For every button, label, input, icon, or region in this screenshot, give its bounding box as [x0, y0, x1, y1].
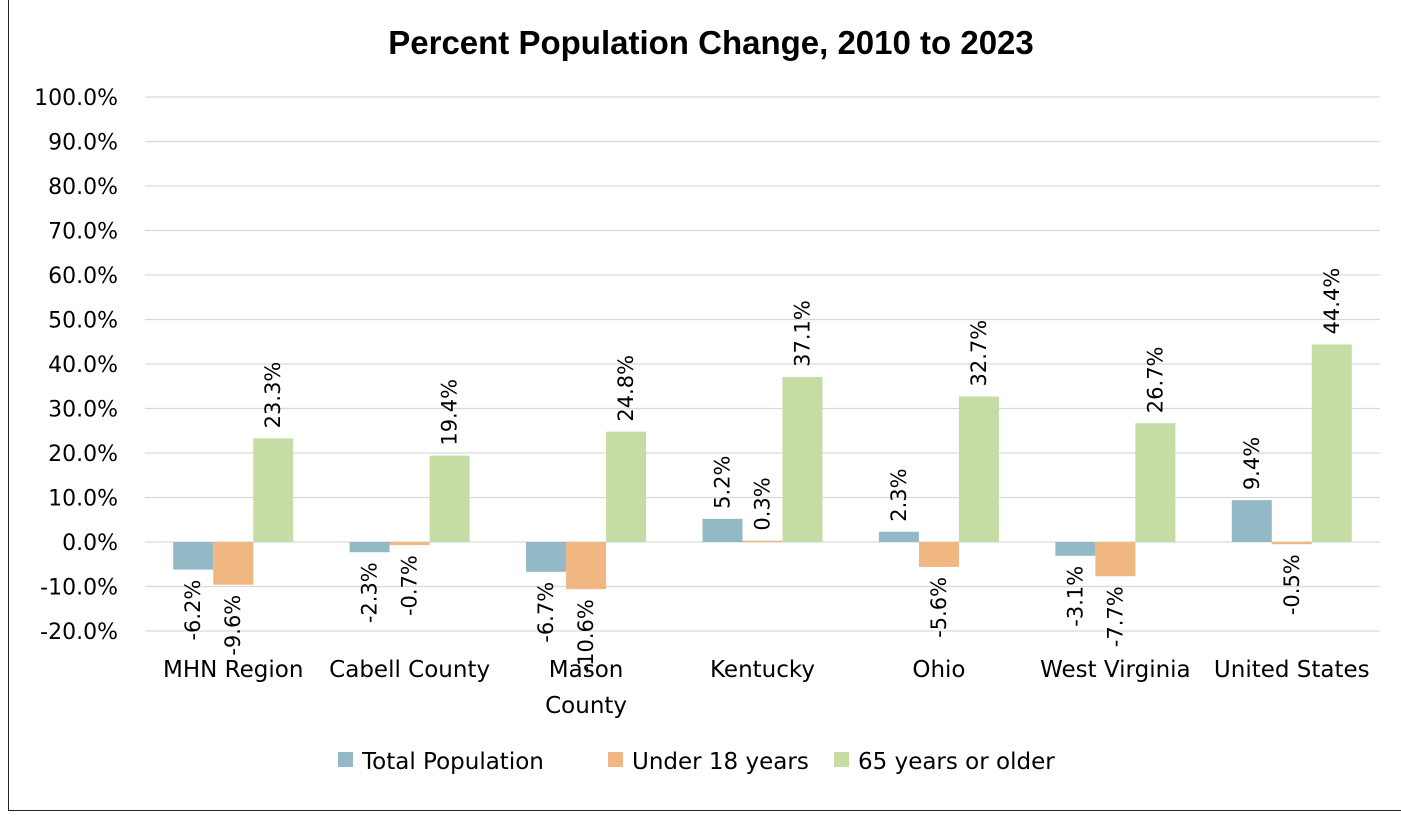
- y-tick-label: 100.0%: [34, 86, 118, 111]
- chart-frame: [8, 0, 1401, 811]
- y-tick-label: 70.0%: [48, 220, 118, 245]
- data-label: 37.1%: [791, 300, 815, 367]
- bar: [429, 455, 470, 542]
- bar: [389, 542, 430, 546]
- x-tick-label: United States: [1214, 657, 1370, 683]
- bar: [702, 518, 743, 542]
- legend-swatch: [834, 752, 849, 767]
- y-tick-label: -10.0%: [40, 576, 118, 601]
- bar: [1055, 542, 1096, 556]
- y-tick-label: -20.0%: [40, 620, 118, 645]
- legend-swatch: [338, 752, 353, 767]
- data-label: 23.3%: [261, 362, 285, 429]
- data-label: 44.4%: [1320, 268, 1344, 335]
- bar: [1135, 423, 1176, 542]
- data-label: -6.7%: [534, 582, 558, 643]
- bar: [253, 438, 294, 542]
- bar: [1231, 500, 1272, 542]
- data-label: -6.2%: [181, 580, 205, 641]
- legend-swatch: [608, 752, 623, 767]
- bar: [606, 431, 647, 542]
- y-tick-label: 0.0%: [62, 531, 118, 556]
- bar: [742, 540, 783, 543]
- bar: [1311, 344, 1352, 542]
- y-tick-label: 50.0%: [48, 309, 118, 334]
- y-tick-label: 30.0%: [48, 398, 118, 423]
- bar: [526, 542, 567, 572]
- data-label: 19.4%: [438, 379, 462, 446]
- x-tick-label: Ohio: [912, 657, 965, 683]
- bar: [1271, 542, 1312, 545]
- data-label: -9.6%: [221, 595, 245, 656]
- data-label: 0.3%: [751, 477, 775, 530]
- bar: [782, 376, 823, 542]
- legend-label: 65 years or older: [858, 749, 1055, 775]
- data-label: -2.3%: [358, 562, 382, 623]
- chart-title: Percent Population Change, 2010 to 2023: [388, 24, 1034, 61]
- bar: [173, 542, 214, 570]
- data-label: 5.2%: [711, 456, 735, 509]
- data-label: 9.4%: [1240, 437, 1264, 490]
- data-label: -0.5%: [1280, 554, 1304, 615]
- x-tick-label: MHN Region: [163, 657, 303, 683]
- data-label: 2.3%: [887, 468, 911, 521]
- bar: [918, 542, 959, 567]
- x-tick-label: Kentucky: [710, 657, 815, 683]
- data-label: -5.6%: [927, 577, 951, 638]
- data-label: 32.7%: [967, 320, 991, 387]
- bars: [173, 344, 1352, 590]
- data-label: 26.7%: [1143, 346, 1167, 413]
- legend: Total Population Under 18 years 65 years o…: [338, 749, 1055, 775]
- data-label: -7.7%: [1103, 586, 1127, 647]
- x-tick-label: County: [545, 693, 627, 719]
- bar: [566, 542, 607, 590]
- data-label: -3.1%: [1063, 566, 1087, 627]
- x-tick-label: Mason: [549, 657, 624, 683]
- data-labels: -6.2% -9.6% 23.3% -2.3% -0.7% 19.4% -6.7% -10.6…: [181, 268, 1344, 674]
- bar: [349, 542, 390, 553]
- y-tick-label: 20.0%: [48, 442, 118, 467]
- y-tick-label: 60.0%: [48, 264, 118, 289]
- legend-label: Under 18 years: [632, 749, 809, 775]
- data-label: 24.8%: [614, 355, 638, 422]
- y-axis-ticks: 100.0% 90.0% 80.0% 70.0% 60.0% 50.0% 40.0% 30.0…: [34, 86, 118, 645]
- data-label: -0.7%: [398, 555, 422, 616]
- legend-label: Total Population: [361, 749, 544, 775]
- bar: [878, 531, 919, 542]
- bar: [213, 542, 254, 585]
- data-label: -10.6%: [574, 599, 598, 673]
- bar: [1095, 542, 1136, 577]
- y-tick-label: 40.0%: [48, 353, 118, 378]
- gridlines: [145, 96, 1380, 632]
- y-tick-label: 90.0%: [48, 131, 118, 156]
- x-axis-categories: MHN Region Cabell County Mason County Kentuc…: [163, 657, 1370, 719]
- bar: [958, 396, 999, 542]
- y-tick-label: 80.0%: [48, 175, 118, 200]
- x-tick-label: West Virginia: [1040, 657, 1191, 683]
- y-tick-label: 10.0%: [48, 487, 118, 512]
- x-tick-label: Cabell County: [329, 657, 490, 683]
